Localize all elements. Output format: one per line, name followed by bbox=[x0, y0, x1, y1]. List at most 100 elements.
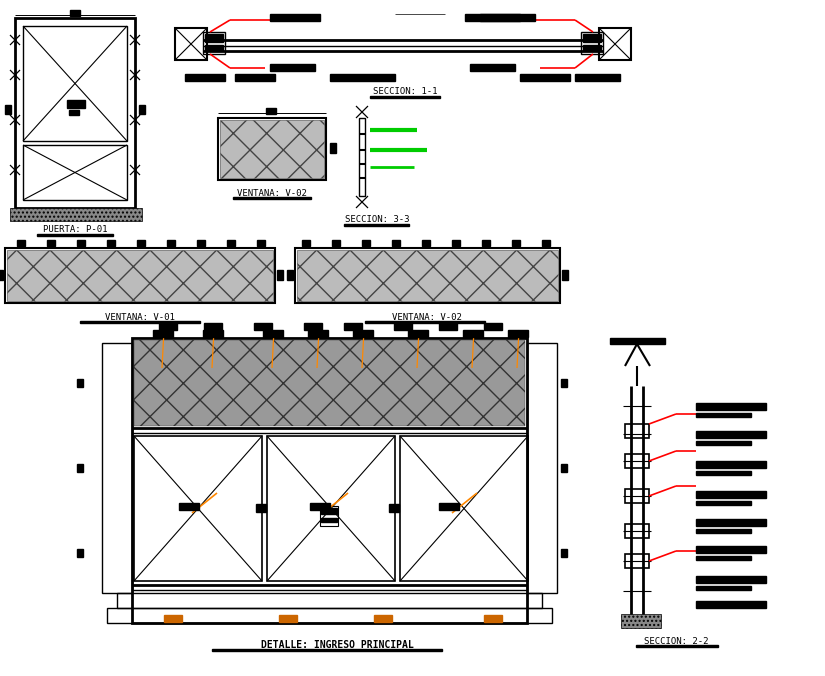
Bar bbox=[344, 224, 409, 226]
Bar bbox=[277, 270, 283, 280]
Bar bbox=[102, 343, 132, 593]
Bar bbox=[422, 240, 430, 246]
Bar bbox=[610, 338, 665, 344]
Bar bbox=[696, 403, 766, 410]
Bar bbox=[5, 105, 11, 114]
Bar bbox=[270, 14, 320, 21]
Bar bbox=[137, 240, 145, 246]
Bar bbox=[295, 248, 560, 303]
Bar bbox=[204, 323, 222, 330]
Bar bbox=[562, 270, 568, 280]
Bar bbox=[583, 34, 601, 42]
Bar bbox=[205, 45, 223, 50]
Bar bbox=[508, 330, 528, 337]
Bar bbox=[470, 64, 515, 71]
Bar bbox=[365, 321, 485, 323]
Bar bbox=[696, 576, 766, 583]
Bar bbox=[139, 105, 145, 114]
Bar bbox=[321, 508, 337, 514]
Bar bbox=[302, 240, 310, 246]
Bar bbox=[203, 330, 223, 337]
Text: PUERTA: P-01: PUERTA: P-01 bbox=[43, 226, 107, 235]
Bar bbox=[267, 436, 395, 581]
Bar bbox=[625, 489, 649, 503]
Bar bbox=[599, 28, 631, 60]
Bar bbox=[696, 471, 751, 475]
Text: VENTANA: V-02: VENTANA: V-02 bbox=[392, 312, 462, 322]
Bar bbox=[279, 615, 297, 622]
Bar bbox=[77, 549, 83, 557]
Bar bbox=[218, 118, 326, 180]
Bar bbox=[394, 323, 412, 330]
Bar bbox=[310, 503, 330, 510]
Bar bbox=[117, 593, 542, 608]
Bar bbox=[179, 503, 199, 510]
Bar bbox=[203, 32, 225, 54]
Bar bbox=[23, 145, 127, 200]
Bar bbox=[482, 240, 490, 246]
Bar bbox=[107, 240, 115, 246]
Bar bbox=[527, 343, 557, 593]
Bar bbox=[69, 110, 79, 115]
Bar bbox=[107, 608, 552, 623]
Bar bbox=[175, 28, 207, 60]
Bar bbox=[254, 323, 272, 330]
Bar bbox=[185, 74, 225, 81]
Bar bbox=[159, 323, 177, 330]
Bar bbox=[256, 504, 266, 512]
Bar bbox=[220, 120, 324, 178]
Bar bbox=[308, 330, 328, 337]
Bar bbox=[696, 546, 766, 553]
Bar bbox=[452, 240, 460, 246]
Bar bbox=[153, 330, 173, 337]
Bar bbox=[304, 323, 322, 330]
Bar bbox=[70, 10, 80, 16]
Bar bbox=[696, 556, 751, 560]
Bar bbox=[164, 615, 182, 622]
Bar bbox=[359, 118, 365, 196]
Bar bbox=[362, 240, 370, 246]
Bar bbox=[575, 74, 620, 81]
Bar bbox=[77, 464, 83, 472]
Bar bbox=[17, 240, 25, 246]
Bar bbox=[696, 491, 766, 498]
Bar bbox=[439, 323, 457, 330]
Bar bbox=[10, 208, 142, 221]
Bar bbox=[0, 270, 3, 280]
Bar bbox=[696, 441, 751, 445]
Text: SECCION: 2-2: SECCION: 2-2 bbox=[644, 637, 708, 646]
Bar bbox=[392, 240, 400, 246]
Bar bbox=[23, 26, 127, 141]
Bar bbox=[297, 250, 558, 301]
Bar bbox=[330, 143, 336, 153]
Text: VENTANA: V-01: VENTANA: V-01 bbox=[105, 312, 175, 322]
Bar bbox=[465, 14, 520, 21]
Bar bbox=[235, 74, 275, 81]
Text: SECCION: 1-1: SECCION: 1-1 bbox=[373, 87, 437, 97]
Bar bbox=[7, 250, 273, 301]
Bar bbox=[439, 503, 459, 510]
Bar bbox=[625, 524, 649, 538]
Bar bbox=[330, 74, 395, 81]
Bar bbox=[696, 586, 751, 590]
Bar bbox=[389, 504, 399, 512]
Bar bbox=[205, 34, 223, 42]
Bar bbox=[480, 14, 535, 21]
Bar bbox=[134, 436, 262, 581]
Bar bbox=[696, 413, 751, 417]
Bar bbox=[621, 614, 661, 628]
Bar bbox=[212, 649, 442, 651]
Bar bbox=[636, 645, 718, 647]
Bar bbox=[370, 96, 440, 98]
Bar bbox=[583, 45, 601, 50]
Bar bbox=[197, 240, 205, 246]
Bar bbox=[344, 323, 362, 330]
Bar bbox=[484, 323, 502, 330]
Bar bbox=[320, 506, 338, 526]
Bar bbox=[266, 108, 276, 114]
Bar bbox=[512, 240, 520, 246]
Bar bbox=[321, 518, 337, 522]
Bar bbox=[134, 340, 525, 426]
Bar bbox=[37, 234, 113, 236]
Bar bbox=[5, 248, 275, 303]
